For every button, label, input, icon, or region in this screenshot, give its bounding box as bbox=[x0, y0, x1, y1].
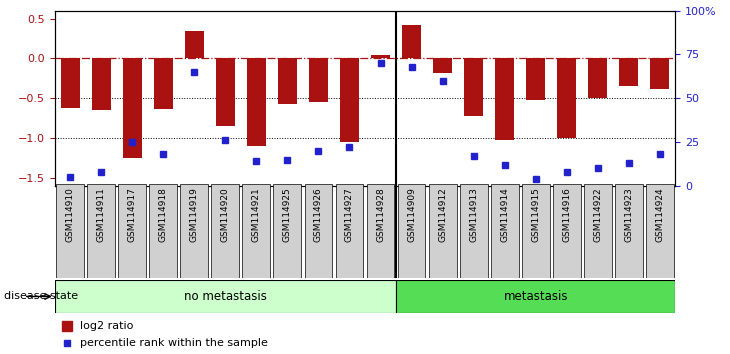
Text: disease state: disease state bbox=[4, 291, 78, 302]
Text: GSM114926: GSM114926 bbox=[314, 187, 323, 242]
Text: metastasis: metastasis bbox=[504, 290, 568, 303]
Text: GSM114921: GSM114921 bbox=[252, 187, 261, 242]
Bar bbox=[92, 58, 111, 110]
Bar bbox=[558, 58, 576, 138]
Bar bbox=[620, 58, 638, 86]
Bar bbox=[371, 55, 390, 58]
Bar bbox=[584, 184, 612, 278]
Text: GSM114909: GSM114909 bbox=[407, 187, 416, 242]
Bar bbox=[242, 184, 270, 278]
Bar bbox=[646, 184, 674, 278]
Text: GSM114918: GSM114918 bbox=[159, 187, 168, 242]
Bar bbox=[402, 25, 420, 58]
Text: GSM114920: GSM114920 bbox=[221, 187, 230, 242]
Bar bbox=[491, 184, 518, 278]
Bar bbox=[55, 280, 396, 313]
Bar bbox=[396, 280, 675, 313]
Bar bbox=[247, 58, 266, 146]
Bar bbox=[274, 184, 301, 278]
Text: GSM114915: GSM114915 bbox=[531, 187, 540, 242]
Text: GSM114917: GSM114917 bbox=[128, 187, 137, 242]
Bar bbox=[553, 184, 580, 278]
Bar bbox=[212, 184, 239, 278]
Bar bbox=[495, 58, 514, 139]
Bar bbox=[615, 184, 642, 278]
Text: GSM114910: GSM114910 bbox=[66, 187, 74, 242]
Text: no metastasis: no metastasis bbox=[184, 290, 267, 303]
Bar bbox=[336, 184, 364, 278]
Bar bbox=[464, 58, 483, 116]
Bar bbox=[398, 184, 426, 278]
Text: log2 ratio: log2 ratio bbox=[80, 321, 133, 331]
Bar bbox=[650, 58, 669, 88]
Text: GSM114927: GSM114927 bbox=[345, 187, 354, 242]
Bar bbox=[526, 58, 545, 100]
Bar bbox=[154, 58, 173, 109]
Bar bbox=[434, 58, 452, 73]
Bar bbox=[278, 58, 296, 104]
Text: GSM114923: GSM114923 bbox=[624, 187, 633, 242]
Text: GSM114914: GSM114914 bbox=[500, 187, 509, 242]
Bar bbox=[216, 58, 235, 126]
Text: GSM114924: GSM114924 bbox=[656, 187, 664, 241]
Bar bbox=[150, 184, 177, 278]
Text: GSM114928: GSM114928 bbox=[376, 187, 385, 242]
Bar bbox=[310, 58, 328, 102]
Bar bbox=[118, 184, 146, 278]
Text: GSM114911: GSM114911 bbox=[97, 187, 106, 242]
Bar bbox=[304, 184, 332, 278]
Text: percentile rank within the sample: percentile rank within the sample bbox=[80, 338, 267, 348]
Bar bbox=[340, 58, 359, 142]
Bar bbox=[180, 184, 208, 278]
Bar bbox=[588, 58, 607, 98]
Bar bbox=[88, 184, 115, 278]
Bar bbox=[56, 184, 84, 278]
Bar bbox=[185, 30, 204, 58]
Bar bbox=[61, 58, 80, 108]
Bar bbox=[366, 184, 394, 278]
Text: GSM114922: GSM114922 bbox=[593, 187, 602, 241]
Text: GSM114925: GSM114925 bbox=[283, 187, 292, 242]
Bar bbox=[123, 58, 142, 158]
Text: GSM114912: GSM114912 bbox=[438, 187, 447, 242]
Bar bbox=[522, 184, 550, 278]
Bar bbox=[460, 184, 488, 278]
Bar bbox=[429, 184, 456, 278]
Text: GSM114919: GSM114919 bbox=[190, 187, 199, 242]
Text: GSM114913: GSM114913 bbox=[469, 187, 478, 242]
Text: GSM114916: GSM114916 bbox=[562, 187, 571, 242]
